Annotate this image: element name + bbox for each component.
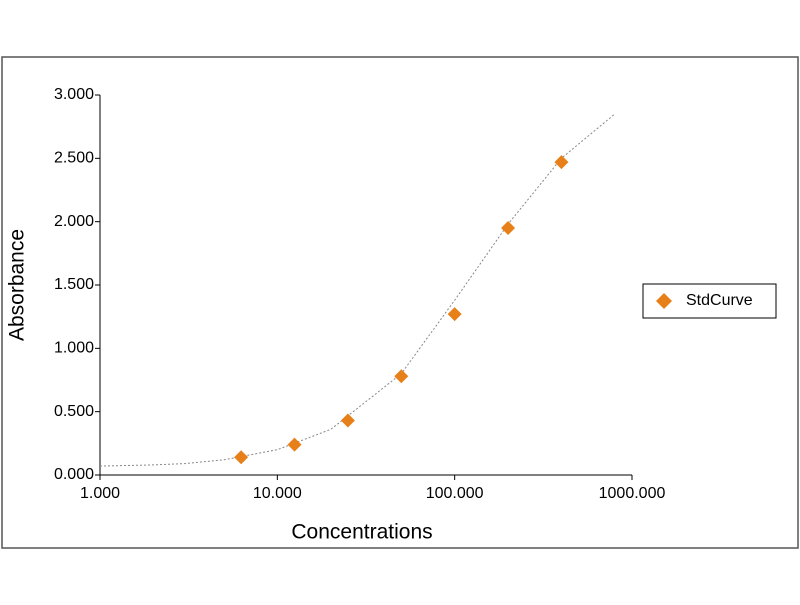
x-tick-label: 1000.000 xyxy=(599,485,666,502)
data-point xyxy=(394,369,409,384)
data-point xyxy=(554,155,569,170)
y-tick-label: 2.500 xyxy=(54,150,94,167)
y-tick-label: 2.000 xyxy=(54,213,94,230)
chart-frame xyxy=(1,56,799,549)
data-point xyxy=(287,437,302,452)
data-point xyxy=(501,221,516,235)
legend-label: StdCurve xyxy=(686,292,753,309)
x-axis-title: Concentrations xyxy=(291,521,432,544)
y-tick-label: 1.500 xyxy=(54,276,94,293)
data-point xyxy=(340,413,355,428)
legend-marker xyxy=(656,293,672,309)
y-axis-title: Absorbance xyxy=(6,229,29,341)
y-tick-label: 0.500 xyxy=(54,403,94,420)
x-tick-label: 10.000 xyxy=(253,485,302,502)
y-tick-label: 1.000 xyxy=(54,340,94,357)
x-tick-label: 1.000 xyxy=(80,485,120,502)
data-point xyxy=(234,450,249,465)
x-tick-label: 100.000 xyxy=(426,485,484,502)
data-point xyxy=(447,307,462,322)
trendline xyxy=(99,113,616,467)
y-tick-label: 0.000 xyxy=(54,466,94,483)
y-tick-label: 3.000 xyxy=(54,86,94,103)
